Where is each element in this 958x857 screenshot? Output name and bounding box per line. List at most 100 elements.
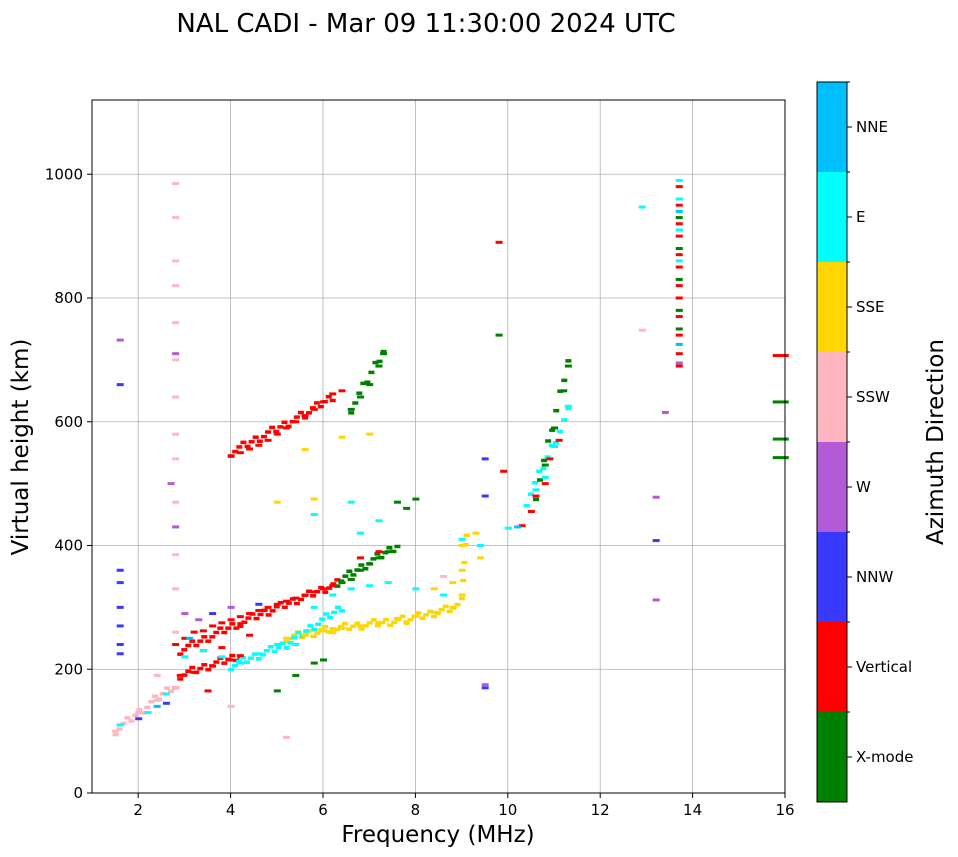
echo-mark-e (263, 648, 270, 653)
echo-point-x-mode (675, 308, 683, 312)
echo-mark-ssw (116, 727, 123, 731)
echo-mark-vertical (330, 582, 337, 586)
echo-point-x-mode (347, 578, 355, 582)
echo-point-e (366, 584, 374, 588)
colorbar-tick-label: NNE (856, 118, 888, 136)
echo-mark-sse (358, 627, 365, 631)
echo-point-sse (393, 617, 401, 621)
echo-point-sse (283, 636, 291, 640)
echo-mark-sse (454, 602, 461, 607)
echo-mark-sse (460, 578, 467, 583)
echo-point-vertical (172, 643, 180, 646)
echo-mark-x-mode (561, 378, 568, 383)
echo-point-vertical (209, 664, 217, 668)
echo-point-ssw (172, 182, 180, 186)
echo-mark-sse (366, 621, 373, 625)
echo-point-nnw (116, 643, 124, 646)
echo-mark-vertical (229, 653, 236, 658)
echo-point-w (116, 338, 124, 342)
echo-point-ssw (172, 395, 180, 399)
echo-mark-vertical (322, 590, 329, 594)
echo-mark-x-mode (362, 567, 369, 571)
echo-point-sse (477, 556, 485, 560)
echo-mark-e (527, 492, 534, 496)
echo-mark-e (283, 646, 290, 650)
echo-mark-vertical (269, 609, 276, 613)
echo-mark-e (331, 610, 338, 615)
x-axis-ticks: 2 4 6 8 10 12 14 16 (133, 793, 795, 819)
echo-mark-vertical (240, 440, 247, 445)
echo-mark-e (291, 635, 298, 640)
echo-point-ssw (172, 432, 180, 436)
echo-point-x-mode (310, 661, 318, 665)
echo-mark-x-mode (350, 573, 357, 577)
echo-point-vertical (675, 265, 683, 269)
echo-point-e (236, 661, 244, 665)
echo-point-e (162, 692, 170, 696)
y-tick-label: 800 (54, 289, 83, 307)
echo-point-w (195, 618, 203, 622)
echo-mark-vertical (313, 401, 320, 405)
echo-mark-e (327, 615, 334, 620)
echo-point-vertical (675, 284, 683, 288)
echo-point-vertical (310, 590, 318, 594)
echo-mark-x-mode (370, 557, 377, 561)
colorbar-frame (816, 81, 848, 803)
echo-mark-ssw (112, 732, 119, 737)
x-tick-label: 6 (318, 801, 328, 819)
echo-point-e (541, 475, 549, 479)
echo-point-e (347, 500, 355, 504)
colorbar-segment (817, 352, 847, 442)
echo-point-sse (356, 624, 364, 628)
colorbar-segment (817, 262, 847, 352)
echo-point-w (172, 352, 180, 356)
echo-mark-vertical (293, 601, 300, 606)
echo-mark-e (255, 657, 262, 661)
echo-point-vertical (518, 524, 526, 528)
echo-point-sse (430, 610, 438, 614)
echo-point-vertical (527, 509, 535, 513)
echo-mark-sse (325, 630, 332, 634)
echo-mark-vertical (302, 416, 309, 420)
colorbar-tick-label: Vertical (856, 658, 912, 676)
echo-mark-vertical (244, 444, 251, 449)
echo-point-e (551, 445, 558, 448)
colorbar-tick-label: SSE (856, 298, 885, 316)
echo-point-nnw (255, 602, 263, 606)
echo-point-x-mode (560, 389, 568, 393)
echo-point-nnw (481, 457, 489, 461)
echo-mark-sse (415, 611, 422, 615)
echo-point-vertical (675, 352, 683, 356)
echo-point-x-mode (393, 500, 401, 504)
echo-mark-vertical (285, 601, 292, 605)
echo-mark-vertical (326, 586, 333, 590)
echo-point-vertical (320, 400, 327, 404)
echo-mark-e (259, 653, 266, 657)
echo-point-vertical (236, 615, 244, 619)
echo-mark-vertical (334, 578, 341, 582)
y-tick-label: 1000 (45, 165, 83, 183)
echo-point-ssw (153, 698, 161, 702)
echo-point-vertical (320, 587, 327, 591)
echo-mark-x-mode (394, 544, 401, 549)
echo-point-vertical (675, 222, 683, 226)
echo-mark-vertical (201, 663, 208, 667)
echo-point-vertical (246, 612, 254, 616)
echo-mark-vertical (281, 605, 288, 609)
echo-point-e (199, 649, 207, 653)
echo-mark-sse (399, 614, 406, 619)
echo-point-vertical (675, 364, 683, 368)
echo-mark-x-mode (334, 584, 341, 588)
data-marks (112, 178, 789, 739)
echo-mark-e (267, 644, 274, 649)
echo-mark-x-mode (565, 359, 572, 363)
echo-point-vertical (204, 689, 212, 693)
echo-point-sse (310, 497, 318, 501)
echo-point-e (356, 531, 364, 535)
echo-point-x-mode (495, 333, 503, 337)
echo-point-ssw (172, 553, 180, 557)
echo-mark-sse (333, 627, 340, 632)
echo-mark-vertical (237, 624, 244, 629)
echo-mark-x-mode (356, 391, 363, 395)
echo-point-x-mode (356, 395, 364, 399)
